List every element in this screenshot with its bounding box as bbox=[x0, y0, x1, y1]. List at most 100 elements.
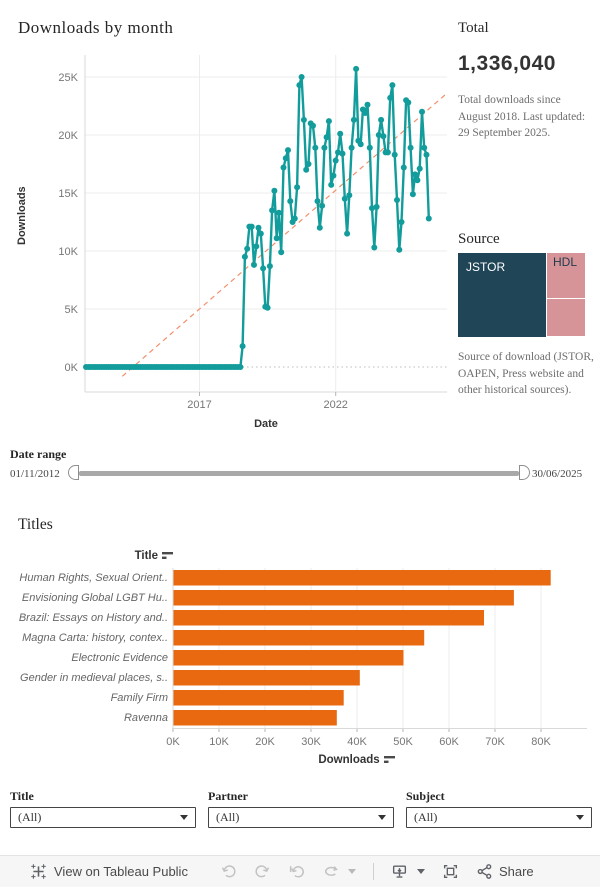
line-mark[interactable] bbox=[348, 144, 355, 151]
line-mark[interactable] bbox=[328, 181, 335, 188]
bar[interactable] bbox=[173, 650, 404, 666]
treemap-cell-hdl[interactable]: HDL bbox=[547, 253, 585, 298]
treemap-cell-other[interactable] bbox=[547, 299, 585, 336]
line-mark[interactable] bbox=[412, 171, 419, 178]
bar-label[interactable]: Family Firm bbox=[110, 692, 168, 704]
line-mark[interactable] bbox=[416, 165, 423, 172]
fullscreen-button[interactable] bbox=[442, 863, 459, 880]
bar-label[interactable]: Ravenna bbox=[123, 712, 168, 724]
line-mark[interactable] bbox=[278, 249, 285, 256]
line-mark[interactable] bbox=[353, 65, 360, 72]
line-mark[interactable] bbox=[384, 149, 391, 156]
line-mark[interactable] bbox=[369, 205, 375, 212]
view-on-tableau-public-button[interactable]: View on Tableau Public bbox=[30, 863, 188, 880]
line-mark[interactable] bbox=[335, 149, 341, 156]
line-mark[interactable] bbox=[400, 164, 407, 171]
line-mark[interactable] bbox=[316, 224, 323, 231]
sort-descending-icon[interactable] bbox=[383, 755, 396, 764]
line-mark[interactable] bbox=[375, 132, 382, 138]
line-mark[interactable] bbox=[294, 184, 301, 191]
line-mark[interactable] bbox=[300, 116, 307, 123]
partner-filter-dropdown[interactable]: (All) bbox=[208, 807, 394, 828]
downloads-line[interactable] bbox=[86, 67, 430, 369]
line-mark[interactable] bbox=[344, 230, 351, 237]
line-mark[interactable] bbox=[405, 99, 412, 106]
line-mark[interactable] bbox=[321, 144, 328, 151]
download-menu-caret-icon[interactable] bbox=[416, 869, 425, 874]
undo-button[interactable] bbox=[220, 863, 237, 880]
bar[interactable] bbox=[173, 570, 551, 586]
line-mark[interactable] bbox=[275, 209, 282, 216]
treemap-cell-jstor[interactable]: JSTOR bbox=[458, 253, 546, 337]
line-mark[interactable] bbox=[266, 263, 273, 270]
line-mark[interactable] bbox=[339, 150, 346, 157]
line-mark[interactable] bbox=[291, 215, 298, 222]
line-mark[interactable] bbox=[398, 219, 405, 225]
line-mark[interactable] bbox=[257, 230, 264, 237]
line-mark[interactable] bbox=[251, 261, 257, 268]
redo-button[interactable] bbox=[254, 863, 271, 880]
bar[interactable] bbox=[173, 710, 337, 726]
line-mark[interactable] bbox=[425, 215, 432, 222]
revert-button[interactable] bbox=[288, 863, 305, 880]
line-mark[interactable] bbox=[332, 157, 339, 164]
line-mark[interactable] bbox=[362, 110, 369, 116]
date-range-right-handle[interactable] bbox=[519, 465, 530, 480]
bar[interactable] bbox=[173, 630, 425, 646]
line-mark[interactable] bbox=[285, 147, 291, 154]
line-mark[interactable] bbox=[421, 144, 428, 151]
subject-filter-dropdown[interactable]: (All) bbox=[406, 807, 592, 828]
refresh-button[interactable] bbox=[322, 863, 340, 880]
line-mark[interactable] bbox=[373, 203, 380, 210]
line-mark[interactable] bbox=[319, 202, 326, 209]
line-mark[interactable] bbox=[312, 144, 319, 151]
sort-descending-icon[interactable] bbox=[162, 551, 174, 560]
line-mark[interactable] bbox=[389, 82, 396, 89]
line-mark[interactable] bbox=[237, 364, 244, 370]
line-mark[interactable] bbox=[269, 207, 276, 214]
line-mark[interactable] bbox=[273, 235, 280, 242]
downloads-by-month-chart[interactable]: 0K 5K 10K 15K 20K 25K 2017 2022 bbox=[0, 45, 455, 440]
bar-label[interactable]: Brazil: Essays on History and.. bbox=[18, 612, 168, 624]
line-mark[interactable] bbox=[303, 166, 310, 173]
line-mark[interactable] bbox=[396, 246, 403, 253]
line-mark[interactable] bbox=[253, 243, 260, 250]
bar-label[interactable]: Envisioning Global LGBT Hu.. bbox=[21, 592, 168, 604]
line-mark[interactable] bbox=[260, 265, 267, 272]
line-mark[interactable] bbox=[341, 195, 348, 202]
date-range-slider-track[interactable] bbox=[79, 471, 519, 476]
line-mark[interactable] bbox=[414, 177, 421, 184]
share-button[interactable]: Share bbox=[476, 863, 534, 880]
line-mark[interactable] bbox=[280, 164, 287, 171]
download-button[interactable] bbox=[391, 863, 408, 880]
line-mark[interactable] bbox=[244, 245, 251, 252]
titles-bar-chart[interactable]: 0K 10K 20K 30K 40K 50K 60K 70K 80K bbox=[166, 568, 595, 753]
title-filter-dropdown[interactable]: (All) bbox=[10, 807, 196, 828]
title-column-header[interactable]: Title bbox=[0, 550, 174, 562]
line-mark[interactable] bbox=[330, 172, 337, 179]
line-mark[interactable] bbox=[357, 141, 364, 148]
line-mark[interactable] bbox=[391, 151, 398, 158]
line-mark[interactable] bbox=[407, 144, 414, 151]
bar-label[interactable]: Gender in medieval places, s.. bbox=[20, 672, 168, 684]
line-mark[interactable] bbox=[264, 304, 271, 311]
line-mark[interactable] bbox=[371, 244, 378, 251]
line-mark[interactable] bbox=[298, 74, 305, 80]
bar-x-axis-title[interactable]: Downloads bbox=[173, 754, 541, 766]
bar-label[interactable]: Electronic Evidence bbox=[71, 652, 168, 664]
line-mark[interactable] bbox=[409, 191, 416, 198]
line-mark[interactable] bbox=[350, 116, 357, 123]
bar[interactable] bbox=[173, 670, 360, 686]
line-mark[interactable] bbox=[366, 144, 373, 151]
date-range-left-handle[interactable] bbox=[68, 465, 79, 480]
line-mark[interactable] bbox=[287, 198, 294, 205]
line-mark[interactable] bbox=[239, 343, 246, 350]
line-mark[interactable] bbox=[325, 118, 332, 125]
line-mark[interactable] bbox=[337, 130, 344, 137]
line-mark[interactable] bbox=[380, 133, 387, 140]
line-mark[interactable] bbox=[282, 155, 289, 162]
refresh-menu-caret-icon[interactable] bbox=[347, 869, 356, 874]
line-mark[interactable] bbox=[378, 116, 385, 123]
line-mark[interactable] bbox=[364, 101, 371, 108]
line-mark[interactable] bbox=[314, 198, 321, 205]
